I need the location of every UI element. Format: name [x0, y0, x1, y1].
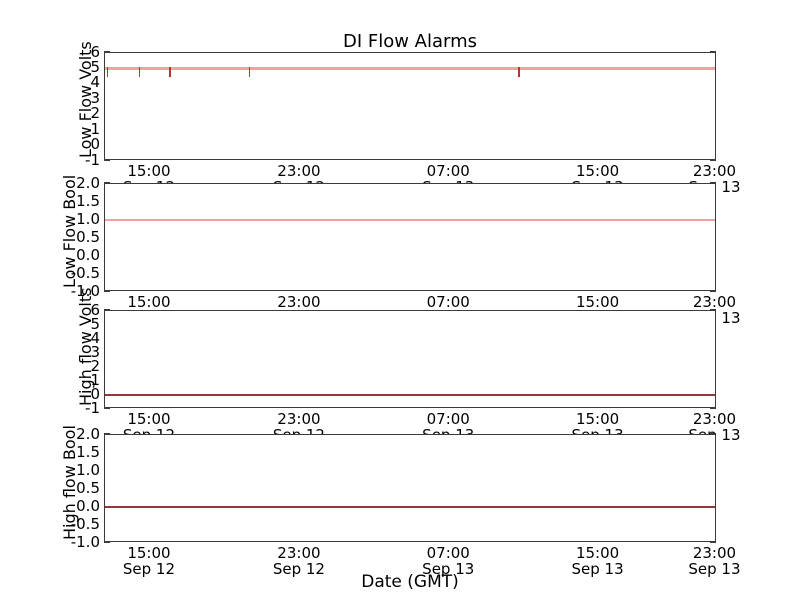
y-tick-label: 0.5 [76, 478, 100, 497]
x-tick-time: 23:00 [692, 544, 737, 562]
y-tick-mark [104, 407, 110, 409]
x-tick-time: 15:00 [575, 162, 620, 180]
y-tick-label: 4 [90, 328, 100, 347]
y-axis-title-low-flow-volts: Low Flow Volts [76, 41, 95, 158]
y-tick-label: 1.0 [76, 209, 100, 228]
y-tick-label: 1.0 [76, 460, 100, 479]
x-tick-date: Sep 13 [422, 560, 475, 578]
y-tick-label: 0.0 [76, 245, 100, 264]
x-tick-time: 23:00 [692, 162, 737, 180]
axes-frame-2 [104, 310, 716, 408]
subplot-high-flow-volts [104, 310, 716, 408]
x-tick-time: 07:00 [426, 544, 470, 562]
data-dropout-marker [518, 67, 520, 77]
subplot-high-flow-bool [104, 434, 716, 542]
y-tick-label: 0 [90, 384, 100, 403]
y-tick-label: 2 [90, 104, 100, 123]
y-tick-mark-right [710, 407, 716, 409]
y-tick-label: 3 [90, 88, 100, 107]
x-tick-time: 07:00 [426, 293, 470, 311]
x-tick-time: 15:00 [127, 544, 171, 562]
x-tick-time: 23:00 [692, 410, 737, 428]
y-tick-label: 1 [90, 119, 100, 138]
x-tick-time: 07:00 [426, 410, 470, 428]
x-tick-time: 15:00 [575, 410, 620, 428]
y-tick-label: 1.5 [76, 442, 100, 461]
x-tick-time: 23:00 [277, 162, 321, 180]
y-axis-title-low-flow-bool: Low Flow Bool [60, 174, 79, 288]
x-tick-time: 15:00 [127, 162, 171, 180]
data-dropout-marker [138, 67, 141, 77]
y-tick-label: 3 [90, 342, 100, 361]
x-tick-time: 23:00 [692, 293, 737, 311]
y-tick-label: 1.5 [76, 191, 100, 210]
y-tick-label: 2 [90, 356, 100, 375]
y-tick-label: 0.5 [76, 227, 100, 246]
y-axis-title-high-flow-bool: High flow Bool [60, 425, 79, 540]
x-tick-time: 23:00 [277, 544, 321, 562]
y-tick-label: -0.5 [70, 514, 100, 533]
data-line-low-flow-volts [105, 67, 715, 70]
y-tick-label: 0.0 [76, 496, 100, 515]
axes-frame-3 [104, 434, 716, 542]
y-axis-title-high-flow-volts: High flow Volts [76, 287, 95, 406]
y-tick-mark-right [710, 159, 716, 161]
x-tick-time: 23:00 [277, 293, 321, 311]
y-tick-label: 2.0 [76, 173, 100, 192]
y-tick-mark [104, 290, 110, 292]
y-tick-label: 6 [90, 42, 100, 61]
data-line-low-flow-bool [105, 218, 715, 222]
x-tick-date: Sep 12 [272, 560, 325, 578]
y-tick-label: -1.0 [70, 281, 100, 300]
y-tick-mark [104, 541, 110, 543]
y-tick-label: -0.5 [70, 263, 100, 282]
x-axis-title: Date (GMT) [361, 572, 459, 592]
subplot-low-flow-bool [104, 183, 716, 291]
subplot-low-flow-volts [104, 52, 716, 160]
y-tick-label: 2.0 [76, 424, 100, 443]
chart-title: DI Flow Alarms [342, 31, 478, 52]
y-tick-mark [104, 159, 110, 161]
data-line-high-flow-volts [105, 393, 715, 397]
x-tick-time: 23:00 [277, 410, 321, 428]
x-tick-time: 07:00 [426, 162, 470, 180]
x-tick-date: Sep 12 [122, 560, 176, 578]
y-tick-label: -1 [85, 398, 100, 417]
y-tick-label: -1.0 [70, 532, 100, 551]
y-tick-mark-right [710, 290, 716, 292]
x-tick-time: 15:00 [575, 293, 620, 311]
data-dropout-marker [169, 67, 171, 77]
x-tick-time: 15:00 [575, 544, 620, 562]
y-tick-label: 1 [90, 370, 100, 389]
data-dropout-marker [248, 67, 251, 77]
data-line-high-flow-bool [105, 505, 715, 509]
axes-frame-0 [104, 52, 716, 160]
y-tick-label: 5 [90, 57, 100, 76]
x-tick-time: 15:00 [127, 293, 171, 311]
y-tick-label: 5 [90, 314, 100, 333]
y-tick-label: 6 [90, 300, 100, 319]
axes-frame-1 [104, 183, 716, 291]
x-tick-time: 15:00 [127, 410, 171, 428]
x-tick-date: Sep 13 [571, 560, 624, 578]
y-tick-label: -1 [85, 150, 100, 169]
x-tick-date: Sep 13 [688, 560, 741, 578]
data-dropout-marker [106, 67, 109, 77]
y-tick-label: 0 [90, 135, 100, 154]
y-tick-mark-right [710, 541, 716, 543]
y-tick-label: 4 [90, 73, 100, 92]
